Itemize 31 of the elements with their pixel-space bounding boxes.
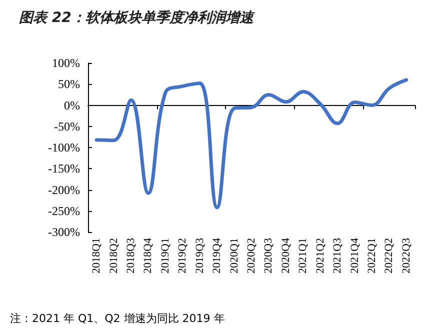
x-tick-label: 2020Q4 [280,238,292,274]
y-tick-label: 0% [64,98,80,112]
y-tick-label: -200% [48,182,80,197]
y-tick-label: 100% [52,56,80,70]
x-tick-label: 2019Q3 [194,238,206,274]
x-tick-label: 2022Q3 [400,238,412,274]
x-tick-label: 2018Q1 [90,238,103,274]
x-tick-label: 2018Q3 [125,238,138,274]
y-tick-label: -150% [48,162,80,176]
x-tick-label: 2022Q1 [366,238,378,274]
text: 注：2021 年 Q1、Q2 增速为同比 2019 年 [10,312,225,325]
y-tick-label: 50% [58,77,80,92]
x-tick-label: 2020Q2 [246,238,258,274]
x-tick-label: 2018Q4 [142,238,154,274]
x-tick-label: 2021Q2 [314,238,326,274]
y-tick-label: -100% [48,140,80,154]
y-tick-label: -50% [54,119,80,134]
x-tick-label: 2020Q1 [228,238,240,274]
y-tick-label: -300% [48,225,80,239]
x-tick-label: 2020Q3 [262,238,275,274]
y-tick-label: -250% [48,204,80,218]
x-tick-label: 2021Q3 [332,238,344,274]
line-series [94,78,408,210]
x-tick-label: 2021Q4 [348,238,361,274]
x-tick-label: 2019Q4 [211,238,224,274]
x-tick-label: 2019Q2 [176,238,189,274]
x-tick-label: 2021Q1 [297,238,310,274]
x-tick-label: 2018Q2 [108,238,120,274]
x-tick-label: 2019Q1 [159,238,172,274]
x-tick-label: 2022Q2 [383,238,396,274]
chart-title: 图表 22：软体板块单季度净利润增速 [19,9,256,26]
